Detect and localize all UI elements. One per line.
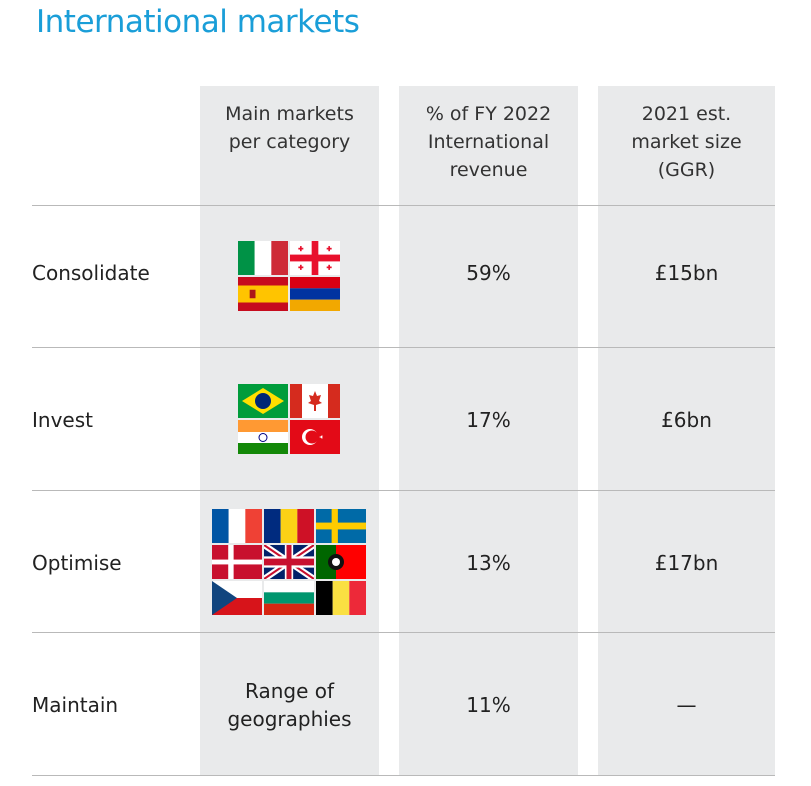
header-revenue-share: % of FY 2022 International revenue <box>425 103 552 181</box>
czech-flag <box>212 581 262 615</box>
invest-market-size: £6bn <box>661 408 712 432</box>
consolidate-revenue-share: 59% <box>466 261 511 285</box>
georgia-flag <box>290 241 340 275</box>
row-divider <box>32 775 775 776</box>
turkey-flag <box>290 420 340 454</box>
armenia-flag <box>290 277 340 311</box>
row-divider <box>32 205 775 206</box>
row-label-maintain: Maintain <box>32 693 119 717</box>
header-market-size: 2021 est. market size (GGR) <box>631 103 742 181</box>
brazil-flag <box>238 384 288 418</box>
row-label-optimise: Optimise <box>32 551 122 575</box>
maintain-markets-text: Range of geographies <box>227 679 352 731</box>
invest-flags <box>238 384 340 454</box>
optimise-revenue-share: 13% <box>466 551 511 575</box>
row-label-consolidate: Consolidate <box>32 261 150 285</box>
maintain-market-size: — <box>676 693 697 717</box>
france-flag <box>212 509 262 543</box>
market-size-column-background <box>598 86 775 775</box>
spain-flag <box>238 277 288 311</box>
india-flag <box>238 420 288 454</box>
italy-flag <box>238 241 288 275</box>
uk-flag <box>264 545 314 579</box>
consolidate-market-size: £15bn <box>654 261 719 285</box>
row-divider <box>32 490 775 491</box>
optimise-flags <box>212 509 366 615</box>
canada-flag <box>290 384 340 418</box>
portugal-flag <box>316 545 366 579</box>
romania-flag <box>264 509 314 543</box>
denmark-flag <box>212 545 262 579</box>
row-divider <box>32 632 775 633</box>
sweden-flag <box>316 509 366 543</box>
row-divider <box>32 347 775 348</box>
row-label-invest: Invest <box>32 408 93 432</box>
consolidate-flags <box>238 241 340 311</box>
page-title: International markets <box>36 4 360 40</box>
belgium-flag <box>316 581 366 615</box>
revenue-column-background <box>399 86 578 775</box>
header-main-markets: Main markets per category <box>225 103 354 153</box>
optimise-market-size: £17bn <box>654 551 719 575</box>
bulgaria-flag <box>264 581 314 615</box>
invest-revenue-share: 17% <box>466 408 511 432</box>
markets-column-background <box>200 86 379 775</box>
maintain-revenue-share: 11% <box>466 693 511 717</box>
